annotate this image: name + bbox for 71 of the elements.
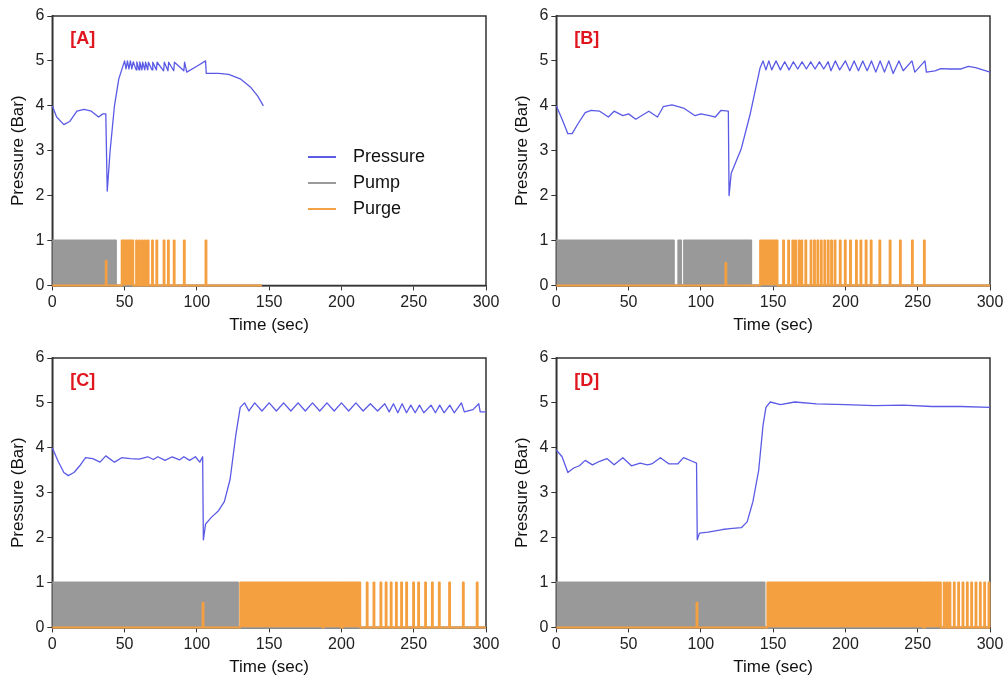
x-tick-label: 200 <box>328 293 355 311</box>
x-tick-label: 0 <box>551 635 561 653</box>
x-tick-label: 100 <box>687 635 715 653</box>
y-tick-label: 2 <box>35 186 45 204</box>
x-tick-label: 200 <box>832 635 859 653</box>
y-tick-label: 4 <box>539 438 549 456</box>
y-tick-label: 6 <box>539 6 549 24</box>
y-tick-label: 5 <box>35 393 45 411</box>
y-tick-label: 0 <box>35 617 45 635</box>
x-axis-title: Time (sec) <box>229 657 309 677</box>
annotation: [B] <box>574 27 600 48</box>
x-tick-label: 250 <box>400 635 428 653</box>
y-tick-label: 6 <box>539 348 549 366</box>
x-tick-label: 150 <box>759 635 787 653</box>
x-tick-label: 0 <box>47 635 57 653</box>
annotation: [A] <box>70 27 96 48</box>
legend-label: Pump <box>353 172 401 192</box>
annotation: [C] <box>70 369 96 390</box>
x-tick-label: 150 <box>255 635 283 653</box>
y-tick-label: 3 <box>539 483 549 501</box>
y-tick-label: 4 <box>35 438 45 456</box>
y-tick-label: 2 <box>539 528 549 546</box>
x-tick-label: 300 <box>976 293 1004 311</box>
y-tick-label: 4 <box>35 96 45 114</box>
x-tick-label: 300 <box>976 635 1004 653</box>
y-tick-label: 1 <box>35 230 45 248</box>
y-tick-label: 3 <box>35 483 45 501</box>
legend-label: Purge <box>353 198 402 218</box>
y-tick-label: 5 <box>539 393 549 411</box>
x-tick-label: 0 <box>551 293 561 311</box>
y-tick-label: 0 <box>35 275 45 293</box>
y-tick-label: 5 <box>35 51 45 69</box>
y-tick-label: 1 <box>539 230 549 248</box>
y-axis-title: Pressure (Bar) <box>511 95 531 206</box>
x-tick-label: 250 <box>904 293 932 311</box>
x-tick-label: 300 <box>472 293 500 311</box>
x-tick-label: 0 <box>47 293 57 311</box>
y-tick-label: 6 <box>35 348 45 366</box>
y-tick-label: 2 <box>539 186 549 204</box>
y-axis-title: Pressure (Bar) <box>7 437 27 548</box>
y-tick-label: 4 <box>539 96 549 114</box>
x-tick-label: 50 <box>115 635 134 653</box>
y-tick-label: 6 <box>35 6 45 24</box>
x-tick-label: 150 <box>255 293 283 311</box>
annotation: [D] <box>574 369 600 390</box>
x-axis-title: Time (sec) <box>733 315 813 335</box>
y-axis-title: Pressure (Bar) <box>511 437 531 548</box>
x-axis-title: Time (sec) <box>733 657 813 677</box>
x-tick-label: 150 <box>759 293 787 311</box>
x-axis-title: Time (sec) <box>229 315 309 335</box>
x-tick-label: 100 <box>183 293 211 311</box>
y-tick-label: 0 <box>539 617 549 635</box>
y-tick-label: 5 <box>539 51 549 69</box>
x-tick-label: 300 <box>472 635 500 653</box>
x-tick-label: 250 <box>904 635 932 653</box>
x-tick-label: 200 <box>832 293 859 311</box>
x-tick-label: 50 <box>619 293 638 311</box>
y-tick-label: 3 <box>35 141 45 159</box>
y-axis-title: Pressure (Bar) <box>7 95 27 206</box>
y-tick-label: 0 <box>539 275 549 293</box>
y-tick-label: 2 <box>35 528 45 546</box>
x-tick-label: 100 <box>687 293 715 311</box>
legend-label: Pressure <box>353 146 426 166</box>
x-tick-label: 100 <box>183 635 211 653</box>
y-tick-label: 3 <box>539 141 549 159</box>
x-tick-label: 200 <box>328 635 355 653</box>
x-tick-label: 50 <box>619 635 638 653</box>
x-tick-label: 50 <box>115 293 134 311</box>
x-tick-label: 250 <box>400 293 428 311</box>
y-tick-label: 1 <box>35 572 45 590</box>
y-tick-label: 1 <box>539 572 549 590</box>
